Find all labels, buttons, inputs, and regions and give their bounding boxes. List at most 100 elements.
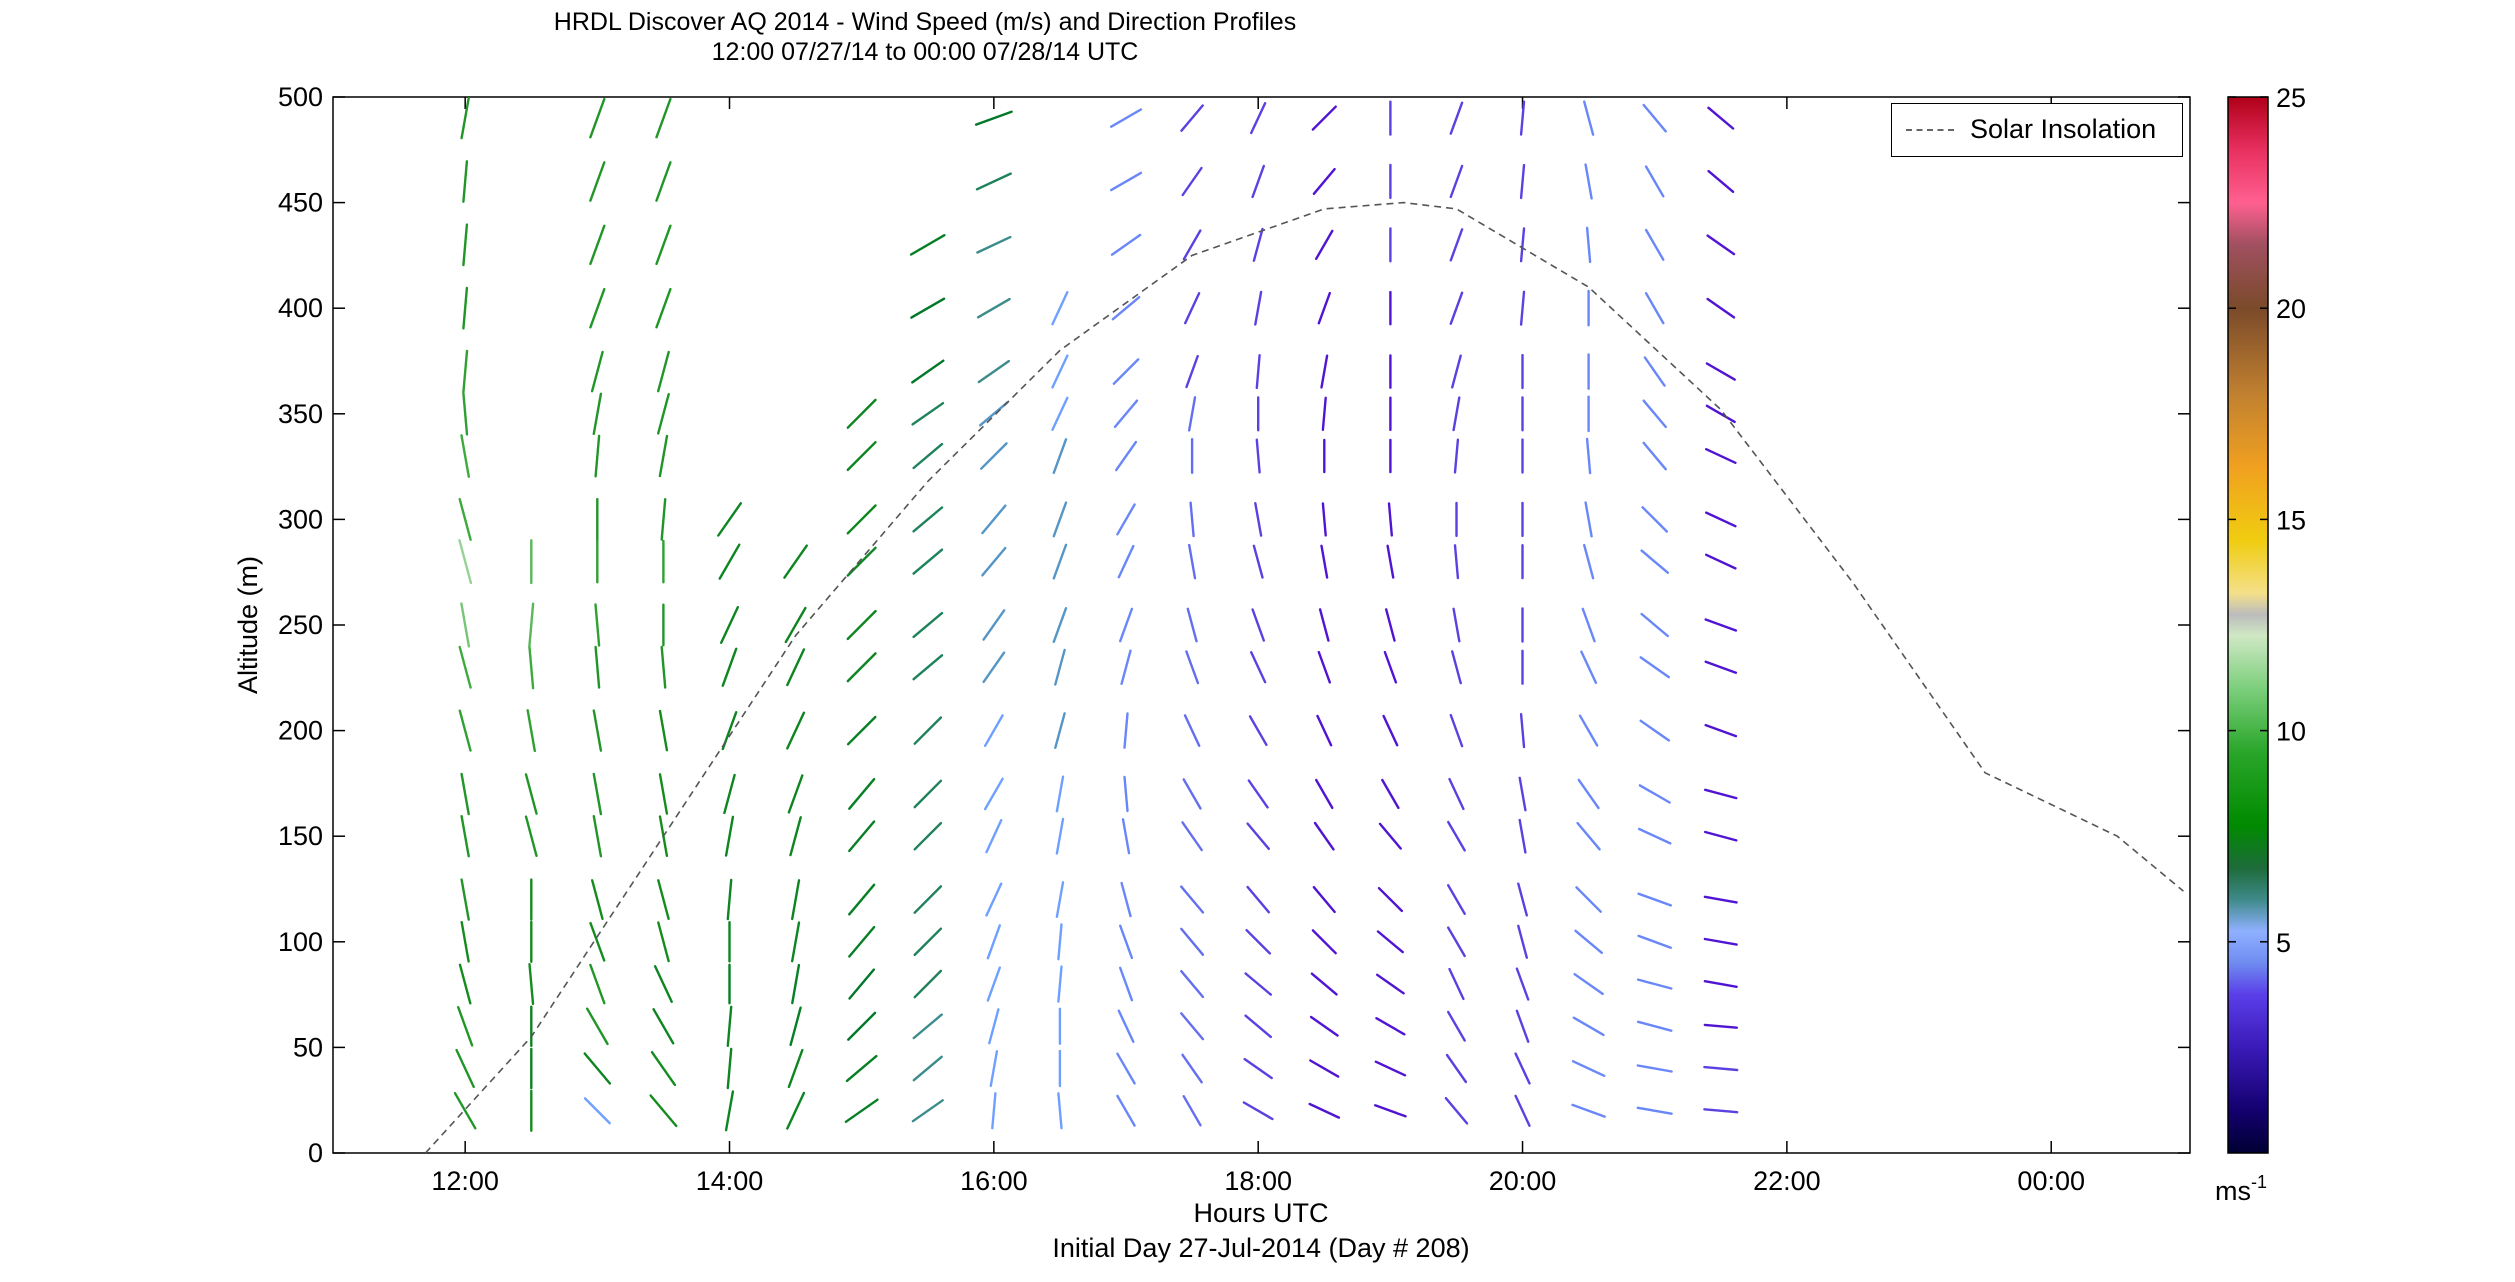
wind-barb [1052,543,1068,580]
wind-barb [1111,296,1141,321]
wind-barb [1640,612,1670,638]
wind-barb [1182,229,1202,261]
wind-barb [1572,1016,1605,1037]
y-tick-label: 200 [278,716,323,746]
colorbar-tick-label: 25 [2276,83,2306,113]
wind-barb [1245,929,1272,955]
wind-barb [848,925,876,958]
wind-barb [1116,503,1136,536]
wind-barb [913,927,943,957]
wind-barb [1309,1059,1340,1078]
wind-barb [1452,396,1461,432]
wind-barb [1117,544,1135,579]
wind-barb [1186,607,1198,643]
colorbar-ticks [2228,96,2268,943]
wind-barb [1181,821,1203,852]
wind-barb [458,497,472,541]
wind-barb [976,297,1011,319]
wind-barb [1118,607,1134,643]
wind-barb [589,97,606,139]
wind-barb [1584,163,1593,200]
wind-barb [1449,713,1464,748]
wind-barb [1636,1106,1673,1115]
x-axis-label-secondary: Initial Day 27-Jul-2014 (Day # 208) [1052,1233,1469,1263]
wind-barb [1248,715,1268,746]
wind-barb [1574,929,1604,954]
wind-barb [1057,965,1063,1003]
wind-barb [912,1055,943,1082]
wind-barb [649,1094,678,1128]
wind-barb [453,1091,477,1130]
wind-barb [789,1006,802,1047]
plot-area [332,96,2191,1154]
wind-barb [1185,650,1200,685]
wind-barb [909,233,946,256]
wind-barb [1110,233,1142,256]
wind-barb [1519,713,1526,749]
colorbar [2227,96,2269,1154]
y-axis-label: Altitude (m) [233,556,263,694]
wind-barb [1123,712,1129,749]
wind-barb [1251,608,1266,642]
x-tick-label: 16:00 [960,1166,1028,1196]
wind-barb [1249,101,1267,135]
wind-barb [1251,164,1266,199]
wind-barb [977,359,1010,384]
wind-barb [528,602,535,648]
wind-barb [1387,502,1394,537]
wind-barb [1571,1060,1606,1078]
wind-barb [986,966,1001,1002]
wind-barb [1637,827,1672,845]
wind-barb [791,963,801,1005]
wind-barb [1703,1065,1739,1072]
wind-barb [846,715,877,746]
wind-barb [590,350,604,393]
wind-barb [1055,775,1065,813]
wind-barb [1706,234,1736,256]
wind-barb [912,611,944,639]
wind-barb [1452,607,1461,643]
wind-barb [981,504,1007,535]
wind-barb [1373,1104,1407,1118]
wind-barb [1636,1064,1673,1073]
wind-barb [1313,821,1335,851]
wind-barb [1378,822,1402,850]
wind-barb [457,1006,474,1047]
wind-barb [1642,103,1667,133]
wind-barb [458,963,472,1005]
wind-barb [655,161,672,202]
wind-barb [458,709,472,752]
wind-barb [1707,169,1735,194]
wind-barb [912,1013,943,1040]
wind-barb [1636,978,1673,990]
y-tick-label: 300 [278,504,323,534]
x-tick-label: 20:00 [1489,1166,1557,1196]
wind-barb [1055,817,1065,855]
wind-barb [524,815,538,857]
wind-barb [1308,1102,1341,1119]
wind-barb [460,96,470,140]
wind-barb [1450,354,1462,389]
wind-barb [657,921,670,963]
wind-barb [1519,163,1526,200]
wind-barb [1704,723,1738,738]
wind-barb [1573,973,1604,996]
wind-barb [589,224,606,266]
x-tick-label: 00:00 [2017,1166,2085,1196]
wind-barb [846,546,877,577]
wind-barb [1704,448,1737,464]
wind-barb [913,969,943,999]
wind-barb [657,393,670,435]
wind-barb [1120,649,1132,685]
wind-barb [1116,1052,1136,1085]
wind-barb [589,287,606,329]
legend: Solar Insolation [1891,103,2183,157]
colorbar-tick-label: 20 [2276,294,2306,324]
wind-barb [583,1097,611,1125]
wind-barb [655,97,672,139]
wind-barb [1705,404,1736,424]
wind-barb [791,921,801,963]
wind-barb [652,1008,675,1045]
wind-barb [846,652,877,683]
